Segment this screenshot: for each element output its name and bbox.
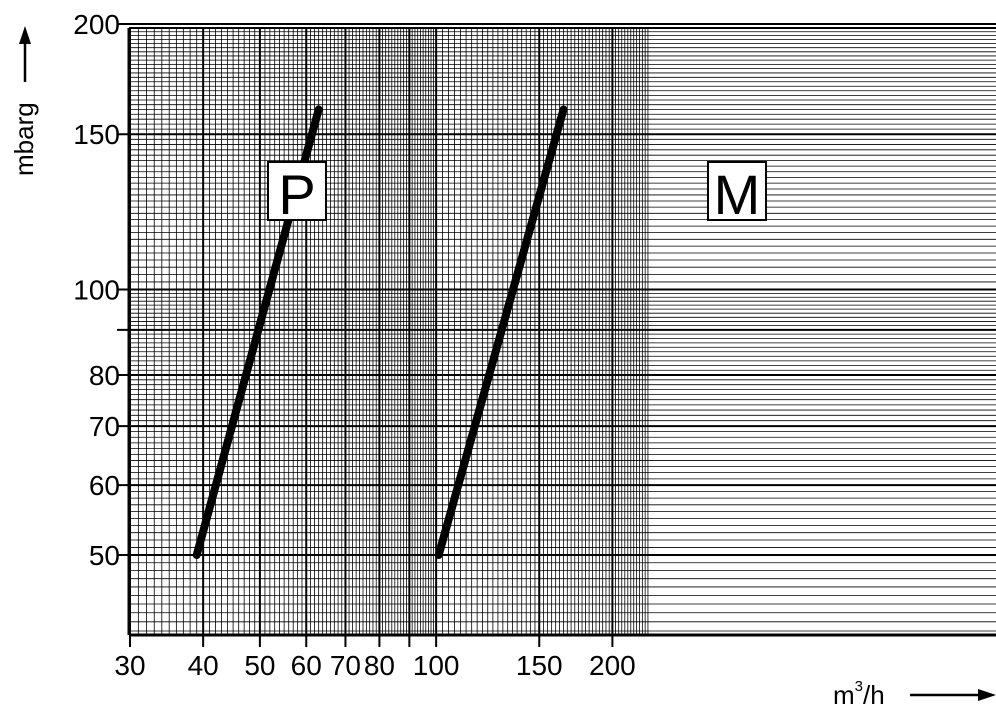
y-tick-label: 150	[73, 119, 120, 150]
y-tick-label: 200	[73, 9, 120, 40]
y-tick-label: 50	[89, 540, 120, 571]
y-axis-label: mbarg	[9, 102, 39, 176]
x-tick-label: 30	[114, 650, 145, 681]
y-tick-label: 60	[89, 470, 120, 501]
series-label-P-text: P	[278, 163, 315, 226]
y-axis-label-group: mbarg	[9, 26, 39, 176]
minor-grid	[129, 28, 996, 635]
x-tick-label: 100	[413, 650, 460, 681]
y-tick-label: 70	[89, 411, 120, 442]
x-tick-labels: 30 40 50 60 70 80 100 150 200	[114, 650, 635, 681]
x-tick-label: 200	[589, 650, 636, 681]
x-axis-arrow-head	[978, 689, 996, 701]
x-tick-label: 40	[188, 650, 219, 681]
x-tick-label: 80	[364, 650, 395, 681]
y-tick-label: 100	[73, 275, 120, 306]
x-axis-label: m3/h	[833, 678, 885, 708]
series-label-M-text: M	[714, 163, 761, 226]
series-label-M: M	[707, 161, 767, 226]
series-label-P-box	[267, 161, 327, 221]
y-tick-labels: 50 60 70 80 100 150 200	[73, 9, 120, 571]
x-axis-label-group: m3/h	[833, 678, 996, 708]
y-tick-label: 80	[89, 360, 120, 391]
x-tick-label: 60	[291, 650, 322, 681]
x-tick-label: 70	[330, 650, 361, 681]
x-tick-label: 150	[516, 650, 563, 681]
series-line-M	[434, 105, 568, 559]
major-grid	[117, 22, 996, 647]
series-label-P: P	[267, 161, 327, 226]
x-tick-label: 50	[244, 650, 275, 681]
y-axis-arrow-head	[19, 26, 31, 44]
series-label-M-box	[707, 161, 767, 221]
